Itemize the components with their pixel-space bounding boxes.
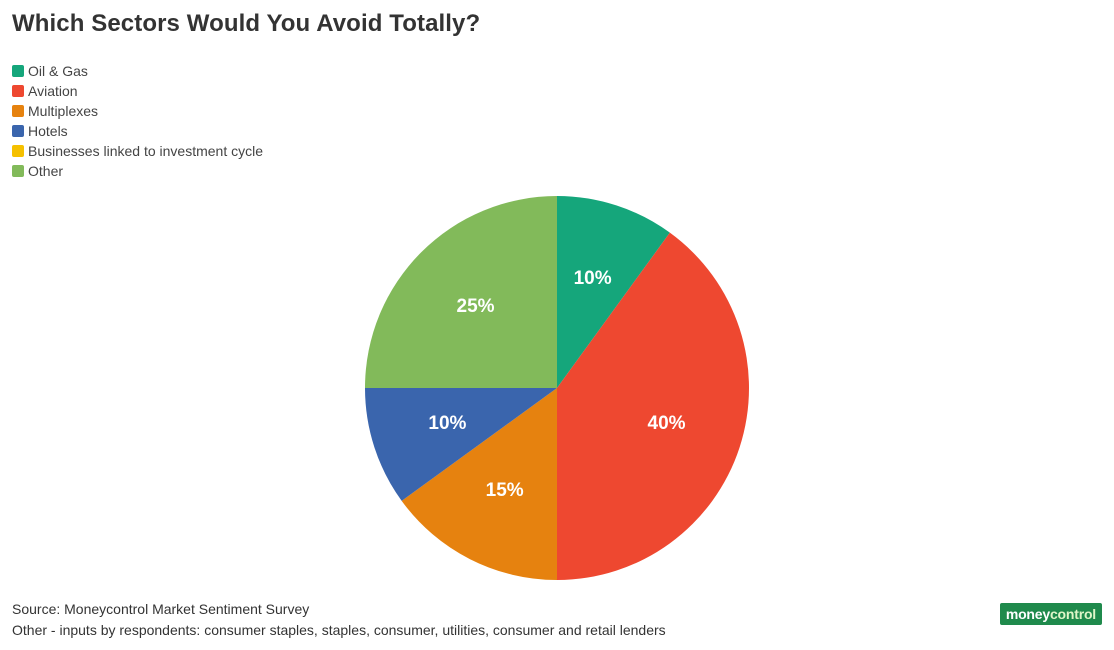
legend-label: Businesses linked to investment cycle — [28, 143, 263, 159]
logo-text-money: money — [1005, 606, 1050, 622]
legend-swatch — [12, 65, 24, 77]
legend-label: Multiplexes — [28, 103, 99, 119]
legend-swatch — [12, 165, 24, 177]
other-note: Other - inputs by respondents: consumer … — [12, 622, 666, 638]
legend: Oil & Gas Aviation Multiplexes Hotels Busine… — [12, 61, 263, 181]
legend-swatch — [12, 85, 24, 97]
legend-item-hotels: Hotels — [12, 121, 263, 141]
legend-label: Oil & Gas — [28, 63, 88, 79]
moneycontrol-logo: money control — [999, 603, 1102, 625]
legend-label: Hotels — [28, 123, 68, 139]
pie-slice-oil-gas — [557, 196, 670, 388]
pie-slice-hotels — [365, 388, 557, 501]
logo-text-control: control — [1049, 606, 1096, 622]
pie-slice-multiplexes — [401, 388, 557, 580]
slice-label-multiplexes: 15% — [486, 480, 524, 501]
pie-slice-aviation — [557, 232, 750, 580]
footer: Source: Moneycontrol Market Sentiment Su… — [12, 599, 666, 641]
legend-swatch — [12, 105, 24, 117]
legend-swatch — [12, 125, 24, 137]
slice-label-aviation: 40% — [648, 413, 686, 434]
legend-swatch — [12, 145, 24, 157]
chart-title: Which Sectors Would You Avoid Totally? — [12, 10, 481, 37]
pie-slice-other — [365, 196, 557, 388]
legend-item-businesses-linked-to-investment-cycle: Businesses linked to investment cycle — [12, 141, 263, 161]
slice-label-hotels: 10% — [428, 413, 466, 434]
source-note: Source: Moneycontrol Market Sentiment Su… — [12, 601, 310, 617]
slice-label-oil-gas: 10% — [574, 268, 612, 289]
legend-item-aviation: Aviation — [12, 81, 263, 101]
legend-label: Aviation — [28, 83, 78, 99]
legend-item-oil-gas: Oil & Gas — [12, 61, 263, 81]
legend-item-multiplexes: Multiplexes — [12, 101, 263, 121]
legend-item-other: Other — [12, 161, 263, 181]
slice-label-other: 25% — [457, 296, 495, 317]
legend-label: Other — [28, 163, 64, 179]
